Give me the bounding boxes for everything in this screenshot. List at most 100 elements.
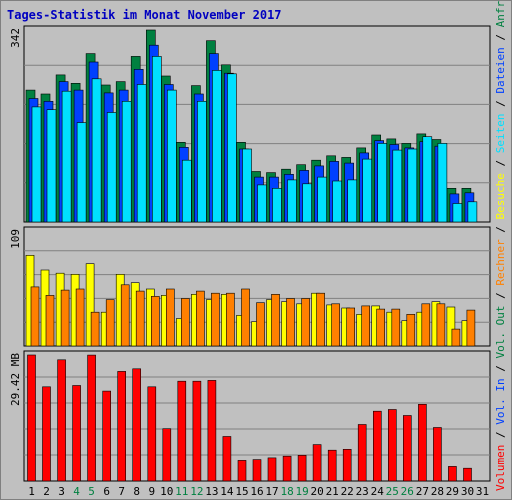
bar-volumen-day-5 [87,354,96,482]
legend-separator: / [494,286,507,306]
bar-rechner-day-4 [75,288,85,347]
bar-volumen-day-7 [117,371,126,482]
bar-seiten-day-20 [317,176,327,223]
bar-volumen-day-25 [387,409,397,482]
bar-seiten-day-11 [182,159,192,223]
bar-volumen-day-15 [237,460,247,482]
x-tick-label: 7 [118,485,125,498]
legend-item-seiten: Seiten [494,113,507,153]
x-tick-label: 30 [461,485,474,498]
bar-rechner-day-2 [45,295,55,347]
x-tick-label: 13 [205,485,218,498]
bar-rechner-day-29 [451,328,461,347]
bar-rechner-day-6 [105,299,115,347]
bar-rechner-day-27 [421,303,431,347]
bar-volumen-day-11 [177,380,187,482]
bar-seiten-day-12 [197,101,207,223]
bar-volumen-day-22 [342,448,352,482]
bar-seiten-day-23 [362,158,373,223]
bar-rechner-day-20 [316,292,325,347]
x-tick-label: 9 [148,485,155,498]
bar-volumen-day-9 [147,386,157,482]
bar-seiten-day-3 [61,90,72,223]
bar-volumen-day-18 [282,455,292,482]
legend: Volumen / Vol. In / Vol. Out / Rechner /… [494,1,507,491]
legend-item-vol-in: Vol. In [494,378,507,424]
bar-volumen-day-29 [448,466,457,482]
x-tick-label: 29 [446,485,459,498]
bar-seiten-day-13 [212,70,222,223]
bar-volumen-day-24 [372,410,382,482]
legend-separator: / [494,27,507,47]
bar-seiten-day-17 [272,188,282,223]
x-tick-label: 22 [341,485,354,498]
x-tick-label: 10 [160,485,173,498]
bar-rechner-day-5 [90,311,100,347]
legend-separator: / [494,359,507,379]
bar-rechner-day-12 [196,290,205,347]
bar-volumen-day-16 [252,459,262,482]
bar-volumen-day-12 [192,380,202,482]
bar-rechner-day-24 [376,308,386,347]
y-max-label-top: 342 [9,28,22,48]
bar-volumen-day-27 [418,403,427,482]
legend-item-besuche: Besuche [494,173,507,219]
x-tick-label: 25 [386,485,399,498]
bar-seiten-day-24 [377,143,388,223]
legend-item-anfragen: Anfragen [494,1,507,27]
y-max-label-bottom: 29.42 MB [9,353,22,406]
x-tick-label: 24 [371,485,385,498]
bar-seiten-day-26 [407,148,418,223]
bar-seiten-day-18 [287,179,297,223]
bar-rechner-day-3 [60,289,70,347]
bar-volumen-day-17 [267,457,277,482]
bar-seiten-day-7 [121,101,132,223]
bar-rechner-day-21 [331,303,340,347]
bar-volumen-day-21 [327,449,337,482]
legend-separator: / [494,219,507,239]
bar-rechner-day-8 [135,290,145,347]
bar-volumen-day-26 [402,415,412,482]
bar-rechner-day-13 [211,292,220,347]
bar-volumen-day-13 [207,380,217,482]
legend-separator: / [494,425,507,445]
x-tick-label: 21 [326,485,339,498]
bar-seiten-day-25 [392,149,403,223]
bar-rechner-day-17 [271,293,280,347]
bar-seiten-day-30 [467,201,478,223]
bar-seiten-day-27 [422,136,433,223]
x-tick-label: 31 [476,485,489,498]
bar-volumen-day-3 [57,359,66,482]
bar-seiten-day-5 [91,78,102,223]
bar-volumen-day-20 [312,444,322,482]
bar-rechner-day-10 [166,288,175,347]
bar-volumen-day-8 [132,368,141,482]
bar-rechner-day-11 [181,298,190,347]
x-tick-label: 14 [220,485,234,498]
x-tick-label: 1 [28,485,35,498]
chart-title: Tages-Statistik im Monat November 2017 [7,8,282,22]
bar-rechner-day-28 [436,303,446,347]
x-tick-label: 11 [175,485,188,498]
bar-seiten-day-28 [437,143,448,223]
bar-rechner-day-7 [120,284,130,347]
bar-volumen-day-1 [27,354,36,482]
bar-volumen-day-6 [102,390,111,482]
bar-rechner-day-25 [391,308,401,347]
x-tick-label: 2 [43,485,50,498]
x-tick-label: 18 [280,485,293,498]
x-tick-label: 19 [295,485,308,498]
bar-seiten-day-29 [452,203,463,223]
bar-rechner-day-14 [226,292,235,347]
x-tick-label: 23 [356,485,369,498]
bar-seiten-day-8 [136,84,147,223]
x-tick-label: 4 [73,485,80,498]
bar-besuche-day-29 [446,306,456,347]
legend-separator: / [494,153,507,173]
legend-item-volumen: Volumen [494,445,507,491]
x-tick-label: 6 [103,485,110,498]
bar-rechner-day-15 [241,288,250,347]
bar-seiten-day-16 [257,184,267,223]
